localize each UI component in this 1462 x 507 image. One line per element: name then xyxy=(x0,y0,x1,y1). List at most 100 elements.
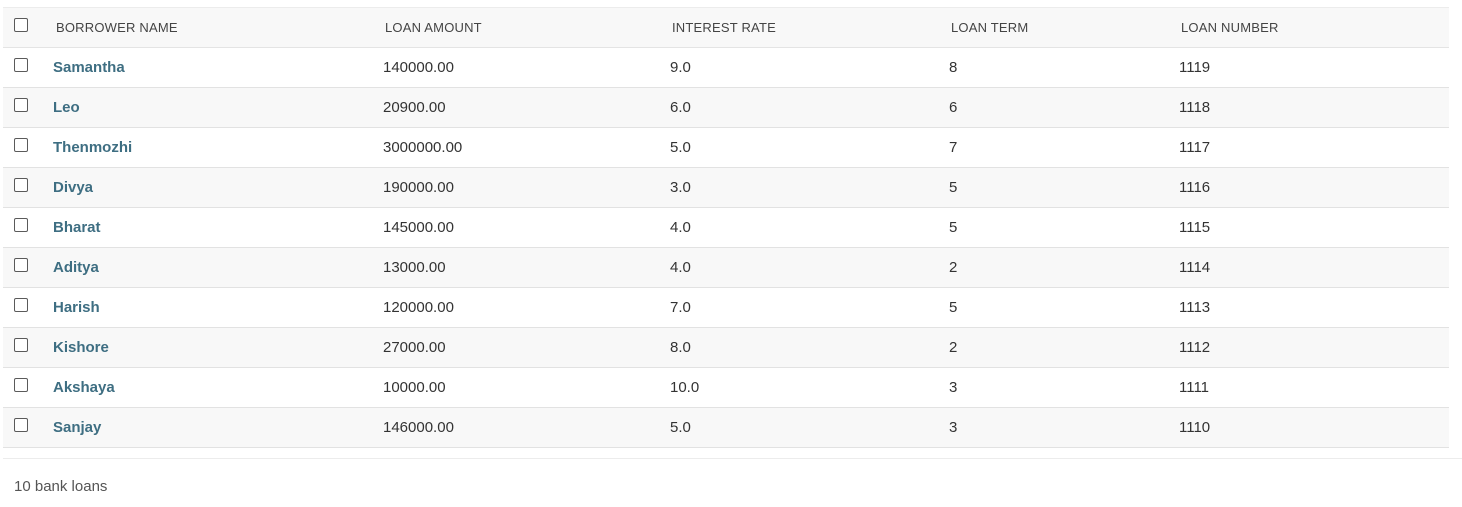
row-select-cell xyxy=(3,248,53,288)
loan-amount-cell: 146000.00 xyxy=(383,419,454,436)
loan-number-cell: 1118 xyxy=(1179,99,1211,116)
table-row[interactable]: Harish 120000.00 7.0 5 1113 xyxy=(3,287,1449,328)
loan-amount-cell: 3000000.00 xyxy=(383,139,463,156)
borrower-name-link[interactable]: Thenmozhi xyxy=(53,139,133,156)
interest-rate-cell: 4.0 xyxy=(670,219,691,236)
record-count: 10 bank loans xyxy=(14,478,108,495)
interest-rate-cell: 3.0 xyxy=(670,179,691,196)
loan-term-cell: 7 xyxy=(949,139,958,156)
loan-amount-cell: 120000.00 xyxy=(383,299,454,316)
borrower-name-link[interactable]: Bharat xyxy=(53,219,101,236)
row-checkbox[interactable] xyxy=(14,418,28,433)
loan-amount-cell: 20900.00 xyxy=(383,99,446,116)
loans-table: BORROWER NAME LOAN AMOUNT INTEREST RATE … xyxy=(3,7,1449,448)
row-checkbox[interactable] xyxy=(14,58,28,73)
table-row[interactable]: Leo 20900.00 6.0 6 1118 xyxy=(3,87,1449,128)
table-row[interactable]: Samantha 140000.00 9.0 8 1119 xyxy=(3,47,1449,88)
loan-number-cell: 1115 xyxy=(1179,219,1211,236)
interest-rate-cell: 9.0 xyxy=(670,59,691,76)
table-row[interactable]: Bharat 145000.00 4.0 5 1115 xyxy=(3,207,1449,248)
loan-term-cell: 8 xyxy=(949,59,958,76)
loan-number-cell: 1113 xyxy=(1179,299,1211,316)
loan-number-cell: 1110 xyxy=(1179,419,1211,436)
column-header-loan-number[interactable]: LOAN NUMBER xyxy=(1179,7,1449,48)
column-header-loan-term[interactable]: LOAN TERM xyxy=(949,7,1179,48)
borrower-name-link[interactable]: Samantha xyxy=(53,59,125,76)
borrower-name-cell: Kishore xyxy=(53,328,383,368)
borrower-name-cell: Bharat xyxy=(53,208,383,248)
row-select-cell xyxy=(3,168,53,208)
interest-rate-cell: 5.0 xyxy=(670,419,691,436)
column-header-borrower-name[interactable]: BORROWER NAME xyxy=(53,7,383,48)
loan-number-cell: 1111 xyxy=(1179,379,1210,396)
table-row[interactable]: Thenmozhi 3000000.00 5.0 7 1117 xyxy=(3,127,1449,168)
loan-term-cell: 2 xyxy=(949,339,958,356)
row-checkbox[interactable] xyxy=(14,378,28,393)
borrower-name-link[interactable]: Leo xyxy=(53,99,80,116)
row-select-cell xyxy=(3,288,53,328)
borrower-name-cell: Leo xyxy=(53,88,383,128)
select-all-cell xyxy=(3,7,53,48)
footer-divider xyxy=(3,458,1462,459)
interest-rate-cell: 5.0 xyxy=(670,139,691,156)
table-row[interactable]: Kishore 27000.00 8.0 2 1112 xyxy=(3,327,1449,368)
interest-rate-cell: 10.0 xyxy=(670,379,700,396)
loan-term-cell: 5 xyxy=(949,179,958,196)
loan-term-cell: 5 xyxy=(949,219,958,236)
column-header-interest-rate[interactable]: INTEREST RATE xyxy=(670,7,949,48)
loan-number-cell: 1119 xyxy=(1179,59,1211,76)
loan-amount-cell: 140000.00 xyxy=(383,59,454,76)
row-select-cell xyxy=(3,328,53,368)
loan-amount-cell: 190000.00 xyxy=(383,179,454,196)
loan-term-cell: 6 xyxy=(949,99,958,116)
table-row[interactable]: Akshaya 10000.00 10.0 3 1111 xyxy=(3,367,1449,408)
loan-number-cell: 1116 xyxy=(1179,179,1211,196)
table-row[interactable]: Divya 190000.00 3.0 5 1116 xyxy=(3,167,1449,208)
interest-rate-cell: 8.0 xyxy=(670,339,691,356)
row-checkbox[interactable] xyxy=(14,218,28,233)
loan-number-cell: 1117 xyxy=(1179,139,1211,156)
table-row[interactable]: Aditya 13000.00 4.0 2 1114 xyxy=(3,247,1449,288)
borrower-name-cell: Akshaya xyxy=(53,368,383,408)
borrower-name-link[interactable]: Akshaya xyxy=(53,379,115,396)
borrower-name-link[interactable]: Kishore xyxy=(53,339,109,356)
loan-number-cell: 1114 xyxy=(1179,259,1211,276)
column-header-loan-amount[interactable]: LOAN AMOUNT xyxy=(383,7,670,48)
row-select-cell xyxy=(3,408,53,448)
borrower-name-link[interactable]: Sanjay xyxy=(53,419,102,436)
table-header-row: BORROWER NAME LOAN AMOUNT INTEREST RATE … xyxy=(3,7,1449,48)
row-checkbox[interactable] xyxy=(14,138,28,153)
interest-rate-cell: 6.0 xyxy=(670,99,691,116)
row-select-cell xyxy=(3,368,53,408)
row-checkbox[interactable] xyxy=(14,258,28,273)
loan-amount-cell: 13000.00 xyxy=(383,259,446,276)
row-select-cell xyxy=(3,88,53,128)
borrower-name-link[interactable]: Divya xyxy=(53,179,94,196)
loan-amount-cell: 27000.00 xyxy=(383,339,446,356)
borrower-name-cell: Samantha xyxy=(53,48,383,88)
loan-term-cell: 3 xyxy=(949,419,958,436)
loan-number-cell: 1112 xyxy=(1179,339,1211,356)
borrower-name-cell: Aditya xyxy=(53,248,383,288)
borrower-name-link[interactable]: Harish xyxy=(53,299,100,316)
row-checkbox[interactable] xyxy=(14,298,28,313)
table-row[interactable]: Sanjay 146000.00 5.0 3 1110 xyxy=(3,407,1449,448)
borrower-name-cell: Sanjay xyxy=(53,408,383,448)
row-checkbox[interactable] xyxy=(14,338,28,353)
select-all-checkbox[interactable] xyxy=(14,18,28,33)
loan-amount-cell: 145000.00 xyxy=(383,219,454,236)
row-checkbox[interactable] xyxy=(14,178,28,193)
interest-rate-cell: 7.0 xyxy=(670,299,691,316)
row-select-cell xyxy=(3,128,53,168)
borrower-name-cell: Thenmozhi xyxy=(53,128,383,168)
borrower-name-link[interactable]: Aditya xyxy=(53,259,99,276)
loan-term-cell: 2 xyxy=(949,259,958,276)
table-body: Samantha 140000.00 9.0 8 1119 Leo 20900.… xyxy=(3,47,1449,448)
row-checkbox[interactable] xyxy=(14,98,28,113)
row-select-cell xyxy=(3,48,53,88)
borrower-name-cell: Divya xyxy=(53,168,383,208)
borrower-name-cell: Harish xyxy=(53,288,383,328)
loan-term-cell: 3 xyxy=(949,379,958,396)
interest-rate-cell: 4.0 xyxy=(670,259,691,276)
